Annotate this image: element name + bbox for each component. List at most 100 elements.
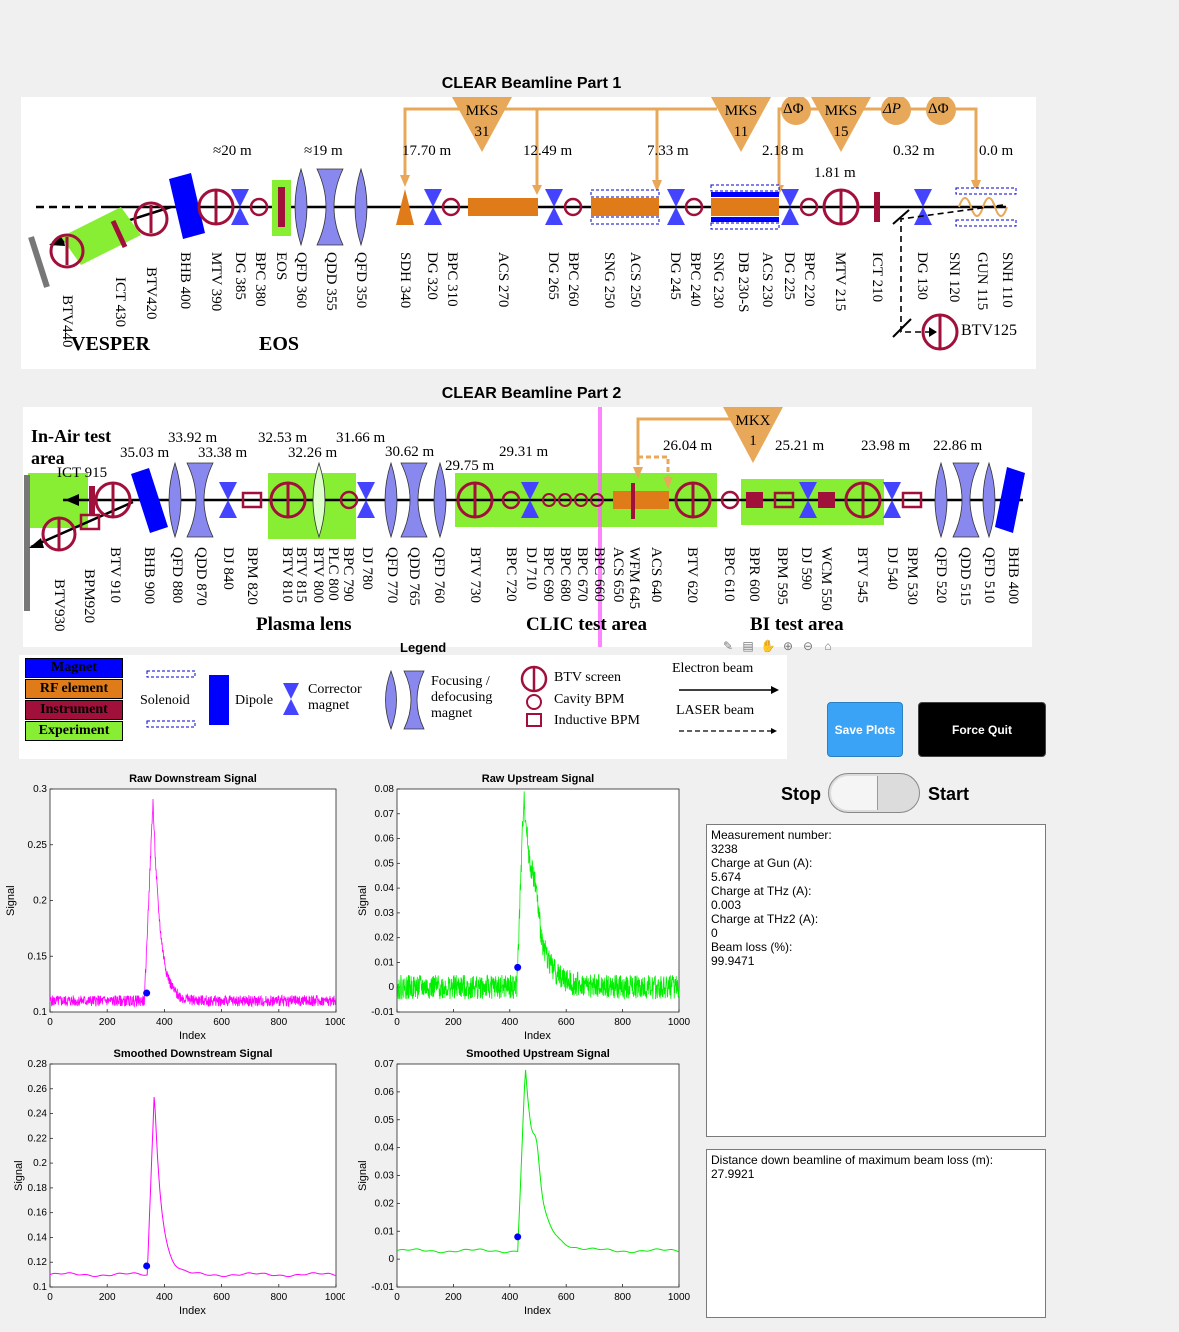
info-line: Charge at THz (A):	[711, 884, 812, 898]
beamline2-svg	[24, 407, 1025, 647]
element-label: EOS	[273, 252, 289, 281]
element-label: DJ 540	[884, 547, 900, 590]
signal-line	[49, 1097, 337, 1278]
element-label: BPR 600	[746, 547, 762, 602]
element-label: ICT 430	[112, 277, 128, 328]
element-label: BPC 670	[574, 547, 590, 602]
element-label: BTV 810	[279, 547, 295, 603]
y-tick-label: 0.3	[33, 785, 47, 795]
pan-icon[interactable]: ✋	[760, 639, 776, 653]
element-label: DG 265	[545, 252, 561, 300]
distance-label: 0.32 m	[893, 143, 935, 159]
y-tick-label: 0.1	[33, 1007, 47, 1018]
x-tick-label: 1000	[668, 1017, 690, 1028]
legend-rf: RF element	[25, 679, 123, 699]
rf-source-label: MKS 11	[724, 103, 758, 140]
raw-downstream-plot[interactable]: 0 200 400 600 800 1000 0.1 0.15 0.2 0.25 0.3	[0, 785, 345, 1045]
x-tick-label: 600	[558, 1292, 575, 1303]
legend-focusing: Focusing / defocusing magnet	[431, 674, 493, 721]
element-label: ACS 250	[627, 252, 643, 308]
element-label: SDH 340	[397, 252, 413, 309]
home-icon[interactable]: ⌂	[824, 639, 832, 653]
distance-box-value: 27.9921	[711, 1167, 755, 1181]
phase-label: ΔP	[883, 101, 901, 117]
x-tick-label: 0	[394, 1292, 400, 1303]
switch-knob[interactable]	[831, 776, 878, 810]
y-tick-label: 0.06	[375, 1087, 395, 1098]
x-tick-label: 800	[270, 1292, 287, 1303]
plot-title: Raw Upstream Signal	[481, 773, 595, 785]
element-label: BHB 400	[1005, 547, 1021, 605]
legend-magnet: Magnet	[25, 658, 123, 678]
y-tick-label: 0.01	[375, 957, 395, 968]
legend-panel: Magnet RF element Instrument Experiment …	[19, 655, 787, 759]
brush-icon[interactable]: ✎	[722, 639, 734, 653]
ict915-label: ICT 915	[57, 465, 108, 481]
distance-label: 0.0 m	[979, 143, 1014, 159]
element-label: SNG 230	[710, 252, 726, 309]
save-plots-button[interactable]: Save Plots	[827, 702, 903, 757]
force-quit-button[interactable]: Force Quit	[918, 702, 1046, 757]
legend-experiment: Experiment	[25, 721, 123, 741]
legend-solenoid: Solenoid	[140, 693, 190, 708]
rf-source-label: MKS 31	[465, 103, 499, 140]
element-label: BTV 800	[310, 547, 326, 603]
info-line: 0.003	[711, 898, 742, 912]
zoom-out-icon[interactable]: ⊖	[802, 639, 814, 653]
onset-marker	[514, 963, 522, 971]
distance-label: 29.75 m	[445, 458, 495, 474]
y-tick-label: 0.15	[28, 951, 48, 962]
distance-label: ≈19 m	[304, 143, 343, 159]
legend-inductive: Inductive BPM	[554, 713, 640, 728]
beamline1-svg	[28, 97, 1017, 351]
beamline2-diagram: In-Air test area ICT 915 MKX 1 35.03 m 3…	[23, 407, 1032, 647]
distance-label: 17.70 m	[402, 143, 452, 159]
y-tick-label: 0.02	[375, 1198, 395, 1209]
zoom-in-icon[interactable]: ⊕	[782, 639, 794, 653]
distance-label: 31.66 m	[336, 430, 386, 446]
element-label: BPC 720	[503, 547, 519, 602]
x-axis-label: Index	[179, 1030, 206, 1042]
y-tick-label: 0.06	[375, 834, 395, 845]
info-line: 0	[711, 926, 718, 940]
element-label: QFD 510	[981, 547, 997, 604]
element-label: QDD 870	[193, 547, 209, 606]
info-line: 99.9471	[711, 954, 755, 968]
start-stop-switch[interactable]	[828, 773, 920, 813]
info-line: 3238	[711, 842, 738, 856]
onset-marker	[143, 989, 151, 997]
distance-label: 33.92 m	[168, 430, 218, 446]
x-axis-label: Index	[524, 1030, 551, 1042]
x-axis-label: Index	[179, 1305, 206, 1317]
x-tick-label: 400	[156, 1017, 173, 1028]
element-label: BPM 820	[244, 547, 260, 605]
distance-label: ≈20 m	[213, 143, 252, 159]
smoothed-downstream-plot[interactable]: 0 200 400 600 800 1000 0.1 0.12 0.14 0.16 0.18 0.2 0…	[0, 1060, 345, 1320]
x-tick-label: 200	[99, 1017, 116, 1028]
x-tick-label: 800	[614, 1292, 631, 1303]
smoothed-upstream-plot[interactable]: 0 200 400 600 800 1000-0.0100.010.020.030.040…	[345, 1060, 690, 1320]
data-tips-icon[interactable]: ▤	[742, 639, 754, 653]
area-label-plasma-lens: Plasma lens	[256, 614, 352, 635]
element-label: ICT 210	[869, 252, 885, 303]
x-tick-label: 0	[47, 1017, 53, 1028]
element-label: BPC 260	[565, 252, 581, 307]
y-axis-label: Signal	[13, 1160, 25, 1191]
info-line: Measurement number:	[711, 828, 832, 842]
raw-upstream-plot[interactable]: 0 200 400 600 800 1000-0.0100.010.020.030.040…	[345, 785, 690, 1045]
element-label: DG 225	[781, 252, 797, 300]
y-tick-label: 0.08	[375, 785, 395, 795]
element-label: BHB 900	[141, 547, 157, 605]
signal-line	[49, 798, 337, 1008]
legend-title: Legend	[400, 640, 447, 655]
legend-symbols	[146, 665, 779, 734]
switch-stop-label: Stop	[781, 784, 821, 804]
y-tick-label: 0.01	[375, 1226, 395, 1237]
plot-area	[49, 1063, 337, 1288]
element-label: BHB 400	[177, 252, 193, 310]
y-tick-label: 0.1	[33, 1282, 47, 1293]
element-label: GUN 115	[974, 252, 990, 311]
element-label: QFD 760	[431, 547, 447, 604]
plot-area	[396, 1063, 680, 1288]
phase-label: ΔΦ	[928, 101, 949, 117]
